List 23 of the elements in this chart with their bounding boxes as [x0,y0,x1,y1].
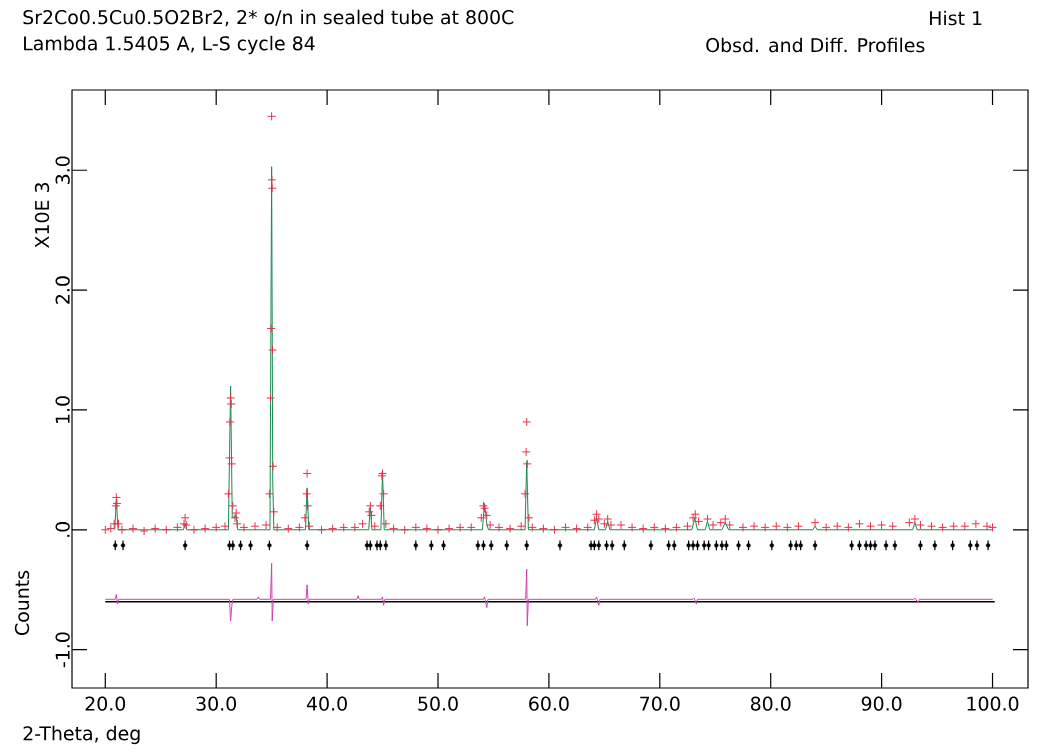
x-tick-label: 100.0 [967,696,1019,711]
x-tick-label: 70.0 [640,696,680,711]
y-tick-label: -1.0 [55,632,70,668]
y-tick-label: .0 [55,522,70,537]
x-tick-label: 40.0 [306,696,347,711]
text: Obsd. and Diff. Profiles [706,37,925,53]
chart-title: Sr2Co0.5Cu0.5O2Br2, 2* o/n in sealed tube at 800C [23,9,514,27]
text: Hist 1 [930,10,982,26]
x-tick-label: 80.0 [750,696,791,711]
x-axis-title: 2-Theta, deg [23,725,140,745]
x-tick-label: 90.0 [861,696,902,711]
y-tick-label: 3.0 [55,156,70,184]
x-tick-label: 50.0 [418,696,458,711]
x-tick-label: 60.0 [529,696,569,711]
text: Counts [14,570,30,635]
y-axis-title: X10E 3 [34,182,50,248]
y-tick-label: 2.0 [55,276,70,304]
y-tick-label: 1.0 [55,396,70,423]
line-series [104,562,994,627]
x-tick-label: 20.0 [85,696,126,711]
x-tick-label: 30.0 [196,696,236,711]
line-series [114,166,994,531]
chart-subtitle: Lambda 1.5405 A, L-S cycle 84 [24,35,315,55]
